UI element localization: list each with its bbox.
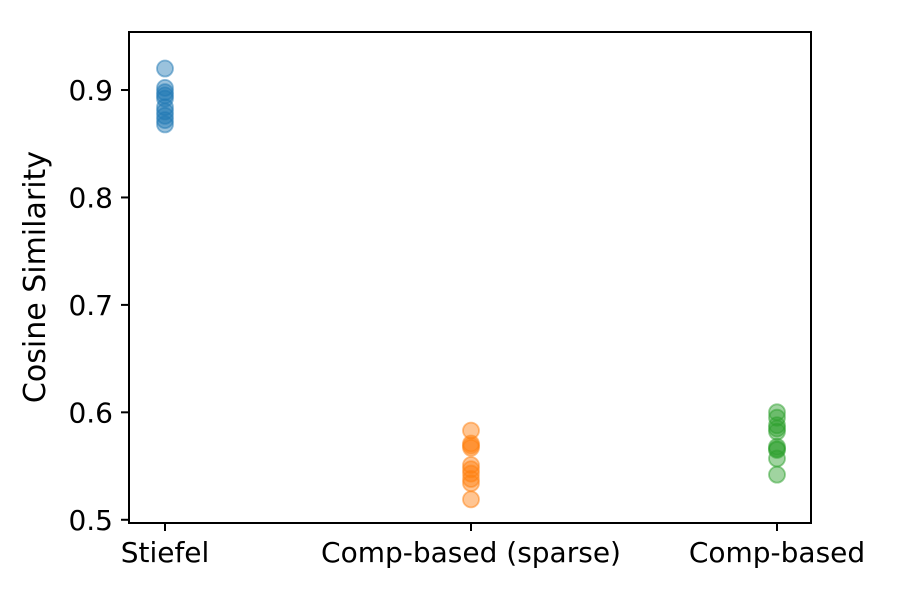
y-tick-label: 0.5 — [68, 504, 113, 537]
y-tick-label: 0.6 — [68, 396, 113, 429]
x-axis-ticks: Stiefel Comp-based (sparse) Comp-based — [121, 523, 865, 569]
data-point — [768, 422, 786, 441]
y-axis-label: Cosine Similarity — [18, 151, 53, 403]
data-point — [462, 421, 480, 440]
data-point — [462, 464, 480, 483]
plot-area — [129, 32, 811, 523]
y-axis-ticks: 0.5 0.6 0.7 0.8 0.9 — [68, 74, 129, 537]
data-point — [156, 59, 174, 78]
x-tick-label-comp-based: Comp-based — [689, 536, 865, 569]
data-point — [156, 115, 174, 134]
y-tick-label: 0.9 — [68, 74, 113, 107]
y-tick-label: 0.7 — [68, 289, 113, 322]
data-point — [462, 474, 480, 493]
data-point — [768, 449, 786, 468]
data-point — [768, 465, 786, 484]
x-tick-label-comp-based-sparse: Comp-based (sparse) — [321, 536, 621, 569]
data-point — [462, 470, 480, 488]
y-tick-label: 0.8 — [68, 181, 113, 214]
data-point — [462, 490, 480, 509]
x-tick-label-stiefel: Stiefel — [121, 536, 210, 569]
data-point — [462, 460, 480, 479]
data-point — [462, 438, 480, 457]
data-points-layer — [156, 59, 786, 509]
data-point — [156, 111, 174, 130]
